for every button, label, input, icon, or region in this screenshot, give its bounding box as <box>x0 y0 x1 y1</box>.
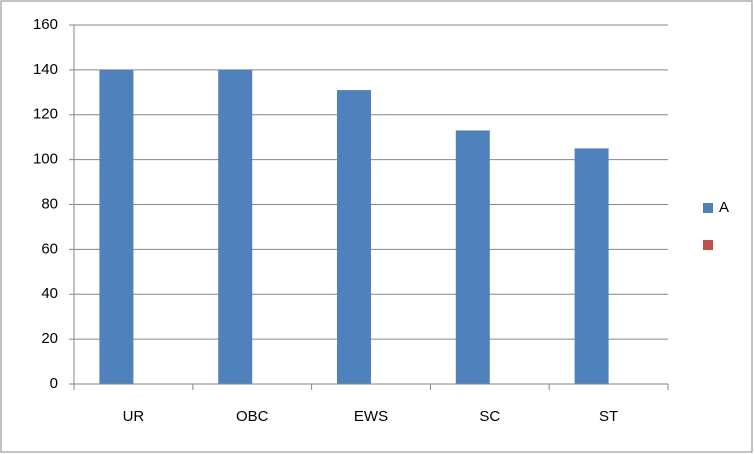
x-tick-label: OBC <box>236 408 269 425</box>
x-tick-label: EWS <box>354 408 388 425</box>
bar <box>455 130 490 384</box>
legend-label: A <box>719 199 729 216</box>
bar <box>337 90 371 384</box>
y-tick-label: 40 <box>41 285 58 302</box>
bar <box>218 69 253 384</box>
y-tick-label: 60 <box>41 240 58 257</box>
bar <box>99 69 134 384</box>
y-tick-label: 0 <box>50 375 58 392</box>
y-tick-label: 140 <box>33 61 58 78</box>
x-tick-label: UR <box>123 408 145 425</box>
x-tick-label: ST <box>599 408 618 425</box>
y-tick-label: 160 <box>33 16 58 33</box>
y-tick-label: 80 <box>41 195 58 212</box>
legend-swatch <box>703 203 713 213</box>
legend-swatch <box>703 240 713 250</box>
y-tick-label: 100 <box>33 151 58 168</box>
x-tick-label: SC <box>479 408 500 425</box>
bar <box>574 148 609 384</box>
y-tick-label: 120 <box>33 106 58 123</box>
y-tick-label: 20 <box>41 330 58 347</box>
